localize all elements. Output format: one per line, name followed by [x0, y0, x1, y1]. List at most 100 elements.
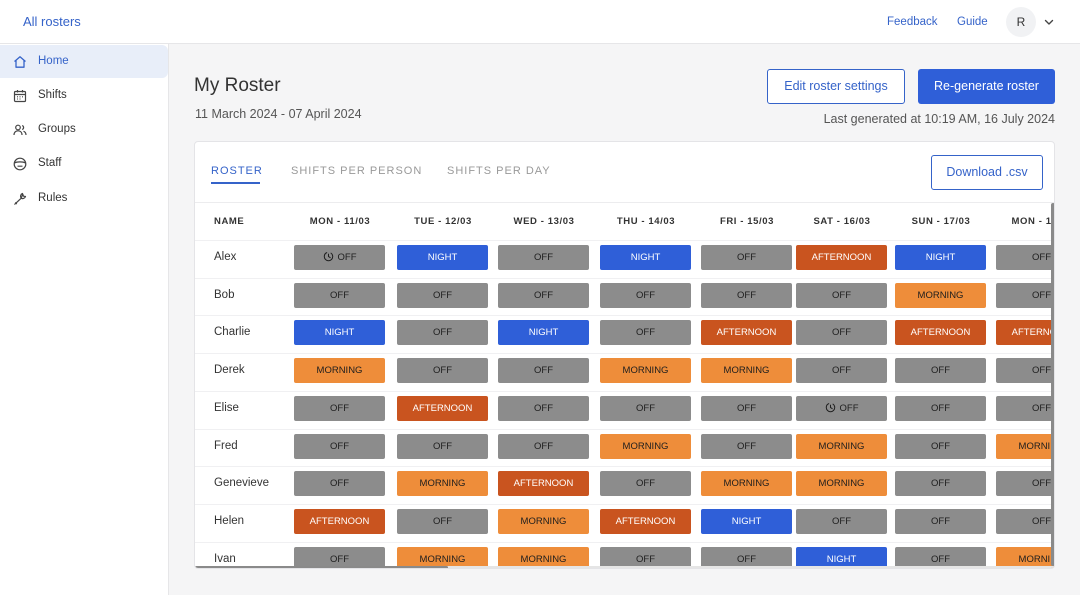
- shift-label: AFTERNOON: [811, 252, 872, 263]
- shift-cell[interactable]: OFF: [600, 395, 691, 421]
- shift-cell[interactable]: MORNING: [498, 546, 589, 568]
- shift-label: OFF: [330, 440, 349, 452]
- shift-cell[interactable]: OFF: [796, 358, 887, 384]
- shift-cell[interactable]: MORNING: [600, 433, 691, 459]
- shift-cell[interactable]: OFF: [397, 282, 488, 308]
- clock-icon: [323, 251, 333, 262]
- shift-cell[interactable]: MORNING: [498, 508, 589, 534]
- shift-cell[interactable]: MORNING: [701, 358, 792, 384]
- sidebar-item-home[interactable]: Home: [0, 45, 168, 78]
- tab-shifts-per-day[interactable]: SHIFTS PER DAY: [447, 165, 551, 177]
- shift-cell[interactable]: NIGHT: [796, 546, 887, 568]
- shift-cell[interactable]: MORNING: [796, 433, 887, 459]
- shift-cell[interactable]: OFF: [294, 471, 385, 497]
- shift-cell[interactable]: OFF: [294, 546, 385, 568]
- shift-cell[interactable]: OFF: [996, 282, 1054, 308]
- shift-cell[interactable]: OFF: [996, 245, 1054, 270]
- horizontal-scrollbar[interactable]: [195, 566, 448, 568]
- shift-label: OFF: [433, 327, 452, 339]
- shift-label: OFF: [1032, 252, 1051, 263]
- shift-cell[interactable]: OFF: [796, 320, 887, 346]
- shift-cell[interactable]: OFF: [294, 433, 385, 459]
- shift-cell[interactable]: MORNING: [294, 358, 385, 384]
- shift-cell[interactable]: OFF: [895, 395, 986, 421]
- shift-cell[interactable]: OFF: [294, 282, 385, 308]
- shift-cell[interactable]: AFTERNOON: [498, 471, 589, 497]
- shift-label: OFF: [534, 365, 553, 377]
- shift-cell[interactable]: OFF: [701, 395, 792, 421]
- sidebar-item-rules[interactable]: Rules: [0, 182, 168, 215]
- shift-cell[interactable]: AFTERNOON: [796, 245, 887, 270]
- shift-cell[interactable]: AFTERNOON: [701, 320, 792, 346]
- shift-cell[interactable]: OFF: [498, 282, 589, 308]
- shift-cell[interactable]: OFF: [600, 320, 691, 346]
- shift-cell[interactable]: OFF: [895, 508, 986, 534]
- shift-cell[interactable]: OFF: [895, 433, 986, 459]
- shift-cell[interactable]: OFF: [294, 245, 385, 270]
- shift-cell[interactable]: MORNING: [701, 471, 792, 497]
- shift-cell[interactable]: OFF: [996, 471, 1054, 497]
- shift-cell[interactable]: OFF: [701, 433, 792, 459]
- shift-cell[interactable]: OFF: [996, 358, 1054, 384]
- shift-cell[interactable]: OFF: [895, 358, 986, 384]
- shift-cell[interactable]: MORNING: [796, 471, 887, 497]
- shift-cell[interactable]: OFF: [600, 546, 691, 568]
- shift-label: AFTERNOON: [1011, 327, 1054, 339]
- shift-cell[interactable]: NIGHT: [397, 245, 488, 270]
- edit-roster-settings-button[interactable]: Edit roster settings: [767, 69, 905, 104]
- sidebar-item-groups[interactable]: Groups: [0, 113, 168, 146]
- chevron-down-icon[interactable]: [1043, 16, 1055, 28]
- shift-label: OFF: [636, 327, 655, 339]
- shift-cell[interactable]: AFTERNOON: [294, 508, 385, 534]
- shift-cell[interactable]: OFF: [397, 508, 488, 534]
- shift-cell[interactable]: OFF: [397, 433, 488, 459]
- shift-cell[interactable]: MORNING: [397, 546, 488, 568]
- shift-cell[interactable]: AFTERNOON: [895, 320, 986, 346]
- shift-cell[interactable]: OFF: [796, 508, 887, 534]
- shift-cell[interactable]: OFF: [996, 508, 1054, 534]
- shift-cell[interactable]: OFF: [397, 320, 488, 346]
- shift-cell[interactable]: OFF: [996, 395, 1054, 421]
- feedback-link[interactable]: Feedback: [887, 16, 938, 28]
- shift-cell[interactable]: NIGHT: [498, 320, 589, 346]
- user-avatar[interactable]: R: [1006, 7, 1036, 37]
- shift-cell[interactable]: OFF: [498, 395, 589, 421]
- all-rosters-link[interactable]: All rosters: [23, 14, 81, 29]
- vertical-scrollbar[interactable]: [1051, 203, 1054, 566]
- shift-cell[interactable]: OFF: [796, 282, 887, 308]
- shift-label: OFF: [737, 289, 756, 301]
- shift-cell[interactable]: OFF: [498, 358, 589, 384]
- shift-cell[interactable]: MORNING: [600, 358, 691, 384]
- download-csv-button[interactable]: Download .csv: [931, 155, 1043, 190]
- shift-cell[interactable]: OFF: [498, 433, 589, 459]
- shift-cell[interactable]: MORNING: [996, 546, 1054, 568]
- shift-cell[interactable]: OFF: [796, 395, 887, 421]
- shift-cell[interactable]: OFF: [600, 282, 691, 308]
- sidebar-item-shifts[interactable]: Shifts: [0, 79, 168, 112]
- guide-link[interactable]: Guide: [957, 16, 988, 28]
- shift-cell[interactable]: MORNING: [895, 282, 986, 308]
- shift-cell[interactable]: MORNING: [397, 471, 488, 497]
- shift-cell[interactable]: OFF: [498, 245, 589, 270]
- shift-cell[interactable]: NIGHT: [294, 320, 385, 346]
- shift-cell[interactable]: NIGHT: [701, 508, 792, 534]
- sidebar-item-staff[interactable]: Staff: [0, 147, 168, 180]
- shift-cell[interactable]: NIGHT: [600, 245, 691, 270]
- regenerate-roster-button[interactable]: Re-generate roster: [918, 69, 1055, 104]
- shift-cell[interactable]: OFF: [895, 471, 986, 497]
- shift-cell[interactable]: OFF: [701, 245, 792, 270]
- shift-cell[interactable]: OFF: [600, 471, 691, 497]
- shift-cell[interactable]: NIGHT: [895, 245, 986, 270]
- shift-label: MORNING: [818, 440, 865, 452]
- tab-roster[interactable]: ROSTER: [211, 165, 263, 177]
- shift-cell[interactable]: OFF: [294, 395, 385, 421]
- shift-cell[interactable]: AFTERNOON: [600, 508, 691, 534]
- shift-cell[interactable]: AFTERNOON: [397, 395, 488, 421]
- shift-cell[interactable]: OFF: [397, 358, 488, 384]
- tab-shifts-per-person[interactable]: SHIFTS PER PERSON: [291, 165, 423, 177]
- shift-cell[interactable]: OFF: [895, 546, 986, 568]
- shift-cell[interactable]: OFF: [701, 282, 792, 308]
- shift-cell[interactable]: MORNING: [996, 433, 1054, 459]
- shift-cell[interactable]: AFTERNOON: [996, 320, 1054, 346]
- shift-cell[interactable]: OFF: [701, 546, 792, 568]
